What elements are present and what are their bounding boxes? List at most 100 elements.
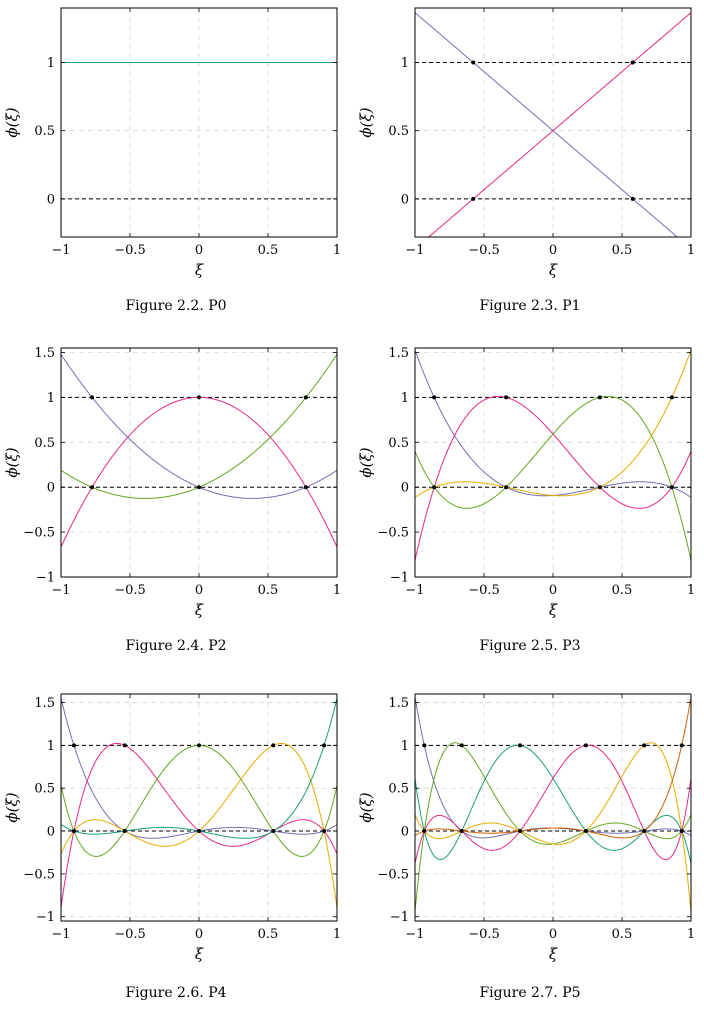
figure-caption: Figure 2.7. P5 xyxy=(479,985,580,1001)
node-marker xyxy=(583,829,588,834)
figure-caption: Figure 2.3. P1 xyxy=(479,298,580,314)
y-tick-label: 0.5 xyxy=(388,124,409,139)
node-marker xyxy=(518,743,523,748)
x-tick-label: −1 xyxy=(51,583,70,598)
x-tick-label: 0.5 xyxy=(258,243,279,258)
y-tick-label: 0 xyxy=(47,192,55,207)
x-tick-label: 1 xyxy=(687,583,695,598)
y-tick-label: 1 xyxy=(401,391,409,406)
x-tick-label: 1 xyxy=(333,927,341,942)
y-tick-label: 0.5 xyxy=(388,436,409,451)
series-line-3 xyxy=(415,395,691,561)
chart-6: −1 −0.5 0 0.5 1 −1 −0.5 0 0.5 1 1.5 ξ ϕ(ξ) Figure 2.7… xyxy=(357,693,695,1001)
y-tick-label: 1 xyxy=(47,56,55,71)
y-tick-label: 1.5 xyxy=(388,346,409,361)
y-tick-label: −1 xyxy=(36,910,55,925)
x-axis-label: ξ xyxy=(549,945,558,963)
node-marker xyxy=(597,395,602,400)
plot-frame xyxy=(414,347,692,578)
y-tick-label: 0.5 xyxy=(34,782,55,797)
y-tick-label: 0 xyxy=(401,192,409,207)
chart-1: −1 −0.5 0 0.5 1 0 0.5 1 ξ ϕ(ξ) Figure 2.2. P0 xyxy=(3,7,341,314)
x-tick-label: 1 xyxy=(333,243,341,258)
y-tick-label: −1 xyxy=(390,910,409,925)
y-tick-label: −0.5 xyxy=(377,526,409,541)
y-tick-label: −1 xyxy=(36,571,55,586)
x-tick-label: 0 xyxy=(195,927,203,942)
x-tick-label: −0.5 xyxy=(468,583,500,598)
x-tick-label: 0 xyxy=(549,927,557,942)
x-tick-label: 1 xyxy=(687,243,695,258)
chart-2: −1 −0.5 0 0.5 1 0 0.5 1 ξ ϕ(ξ) Figure 2.3. P1 xyxy=(357,7,695,314)
x-axis-label: ξ xyxy=(549,261,558,279)
plot-frame xyxy=(414,7,692,238)
y-tick-label: −0.5 xyxy=(23,526,55,541)
x-tick-label: −1 xyxy=(405,243,424,258)
node-marker xyxy=(197,829,201,834)
series-group xyxy=(415,12,691,237)
node-marker xyxy=(122,829,127,834)
node-marker xyxy=(197,485,201,490)
node-marker xyxy=(642,829,647,834)
node-marker xyxy=(197,743,201,748)
x-tick-label: 0 xyxy=(195,243,203,258)
node-marker xyxy=(322,829,327,834)
y-tick-label: −1 xyxy=(390,571,409,586)
figure-caption: Figure 2.2. P0 xyxy=(125,298,226,314)
node-marker xyxy=(642,743,647,748)
node-marker xyxy=(71,743,76,748)
y-tick-label: 1.5 xyxy=(34,696,55,711)
node-marker xyxy=(504,485,509,490)
figure-caption: Figure 2.4. P2 xyxy=(125,638,226,654)
x-tick-label: −1 xyxy=(405,927,424,942)
node-marker xyxy=(630,60,635,65)
node-marker xyxy=(583,743,588,748)
x-tick-label: 0.5 xyxy=(612,243,633,258)
figure-caption: Figure 2.5. P3 xyxy=(479,638,580,654)
x-tick-label: −0.5 xyxy=(114,583,146,598)
chart-5: −1 −0.5 0 0.5 1 −1 −0.5 0 0.5 1 1.5 ξ ϕ(ξ) Figure 2.6… xyxy=(3,693,341,1001)
y-axis-label: ϕ(ξ) xyxy=(3,792,21,822)
x-tick-label: 0.5 xyxy=(612,583,633,598)
y-tick-label: 1 xyxy=(47,391,55,406)
series-line-4 xyxy=(415,349,691,498)
node-marker xyxy=(303,395,308,400)
chart-3: −1 −0.5 0 0.5 1 −1 −0.5 0 0.5 1 1.5 ξ ϕ(ξ) Figure 2.4… xyxy=(3,346,341,654)
x-tick-label: −0.5 xyxy=(468,927,500,942)
y-tick-label: 0.5 xyxy=(34,124,55,139)
node-marker xyxy=(471,60,476,65)
x-tick-label: 0 xyxy=(549,583,557,598)
node-marker xyxy=(71,829,76,834)
node-marker xyxy=(679,743,684,748)
x-tick-label: 1 xyxy=(687,927,695,942)
node-marker xyxy=(597,485,602,490)
x-tick-label: 0.5 xyxy=(612,927,633,942)
y-tick-label: 1.5 xyxy=(34,346,55,361)
x-tick-label: 0.5 xyxy=(258,583,279,598)
y-axis-label: ϕ(ξ) xyxy=(357,792,375,822)
x-tick-label: −1 xyxy=(51,243,70,258)
node-marker xyxy=(518,829,523,834)
x-tick-label: 0 xyxy=(195,583,203,598)
x-tick-label: −1 xyxy=(405,583,424,598)
node-marker xyxy=(90,485,95,490)
x-tick-label: −0.5 xyxy=(468,243,500,258)
node-marker xyxy=(679,829,684,834)
y-tick-label: 0 xyxy=(47,481,55,496)
y-axis-label: ϕ(ξ) xyxy=(3,447,21,477)
x-axis-label: ξ xyxy=(195,261,204,279)
y-axis-label: ϕ(ξ) xyxy=(3,107,21,137)
node-marker xyxy=(422,743,427,748)
x-tick-label: 1 xyxy=(333,583,341,598)
x-tick-label: 0.5 xyxy=(258,927,279,942)
node-marker xyxy=(459,829,464,834)
x-axis-label: ξ xyxy=(195,945,204,963)
plot-frame xyxy=(60,347,338,578)
node-marker xyxy=(471,196,476,201)
series-line-2 xyxy=(61,396,337,548)
node-marker xyxy=(422,829,427,834)
plot-frame xyxy=(60,7,338,238)
x-axis-label: ξ xyxy=(195,601,204,619)
node-marker xyxy=(504,395,509,400)
y-tick-label: 1.5 xyxy=(388,696,409,711)
